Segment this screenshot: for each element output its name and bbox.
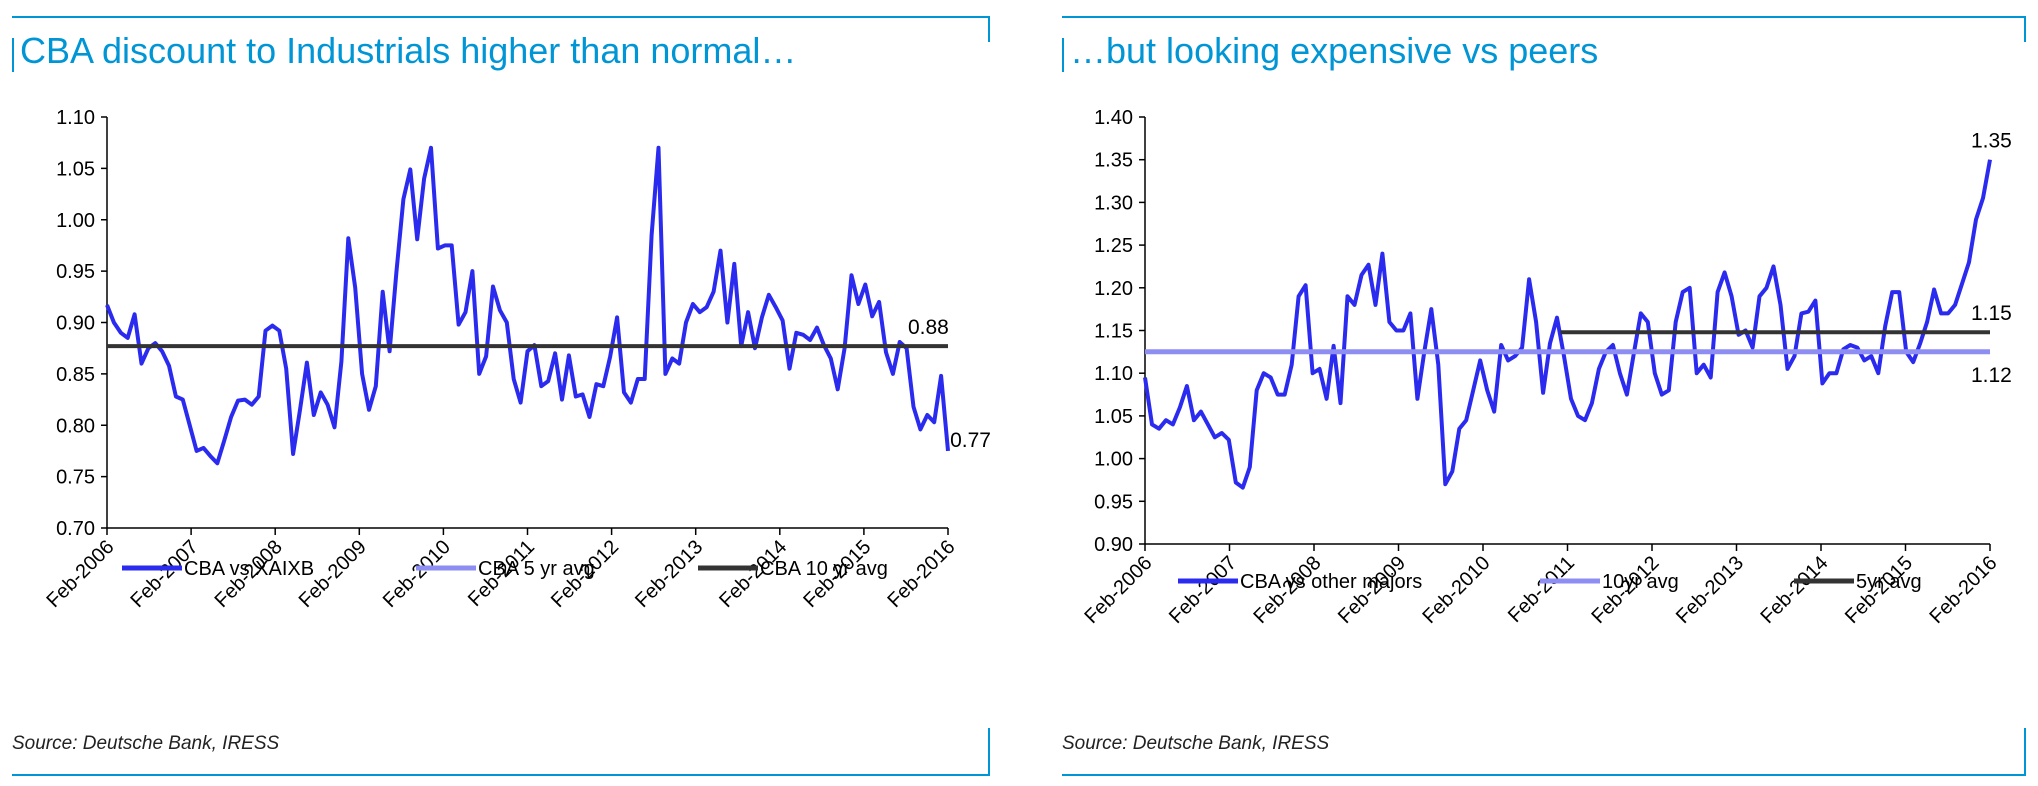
y-tick-label: 1.10 xyxy=(56,107,95,129)
y-tick-label: 1.40 xyxy=(1094,107,1133,129)
x-tick-label: Feb-2007 xyxy=(1165,552,1241,628)
y-tick-label: 0.80 xyxy=(56,415,95,437)
title-rule xyxy=(12,38,14,72)
legend-label-cba-10-yr-avg: CBA 10 yr avg xyxy=(760,558,888,580)
legend-label-cba-5-yr-avg: CBA 5 yr avg xyxy=(478,558,595,580)
y-tick-label: 0.95 xyxy=(56,261,95,283)
x-tick-label: Feb-2006 xyxy=(1080,552,1156,628)
frame-bottom-rule xyxy=(12,774,988,776)
legend-label-cba-vs-other-majors: CBA vs other majors xyxy=(1240,571,1422,593)
series-line-cba-vs-other-majors xyxy=(1143,159,1992,490)
y-tick-label: 0.90 xyxy=(56,313,95,335)
x-tick-label: Feb-2006 xyxy=(42,536,118,612)
legend-label-10yr-avg: 10yr avg xyxy=(1602,571,1679,593)
y-tick-label: 0.70 xyxy=(56,518,95,540)
data-label: 0.88 xyxy=(908,316,949,339)
frame-corner-tick xyxy=(988,728,990,776)
chart-title: …but looking expensive vs peers xyxy=(1070,30,1599,71)
chart-panel-left: CBA discount to Industrials higher than … xyxy=(0,0,1000,786)
data-label: 0.77 xyxy=(950,429,991,452)
y-tick-label: 1.05 xyxy=(1094,406,1133,428)
y-tick-label: 1.15 xyxy=(1094,321,1133,343)
data-label: 1.12 xyxy=(1971,364,2012,387)
x-tick-label: Feb-2014 xyxy=(1756,552,1832,628)
frame-corner-tick xyxy=(988,16,990,42)
y-tick-label: 0.95 xyxy=(1094,491,1133,513)
line-chart-cba-vs-industrials: 0.70 0.75 0.80 0.85 0.90 0.95 1.00 1.05 1.10 Feb-… xyxy=(42,107,991,612)
frame-top-rule xyxy=(12,16,988,18)
x-tick-label: Feb-2010 xyxy=(379,536,455,612)
legend-label-cba-vs-xaixb: CBA vs XAIXB xyxy=(184,558,314,580)
y-tick-label: 0.75 xyxy=(56,467,95,489)
x-tick-label: Feb-2016 xyxy=(883,536,959,612)
y-tick-label: 1.10 xyxy=(1094,363,1133,385)
frame-top-rule xyxy=(1062,16,2026,18)
y-tick-label: 1.25 xyxy=(1094,235,1133,257)
x-tick-label: Feb-2010 xyxy=(1418,552,1494,628)
y-tick-label: 1.00 xyxy=(1094,449,1133,471)
line-chart-cba-vs-majors: 0.90 0.95 1.00 1.05 1.10 1.15 1.20 1.25 1.30 1.35… xyxy=(1080,107,2012,628)
series-line-cba-vs-xaixb xyxy=(105,145,950,466)
x-tick-label: Feb-2013 xyxy=(631,536,707,612)
data-label: 1.15 xyxy=(1971,302,2012,325)
y-tick-label: 1.20 xyxy=(1094,278,1133,300)
title-rule xyxy=(1062,38,1064,72)
y-tick-label: 0.90 xyxy=(1094,534,1133,556)
y-tick-label: 1.05 xyxy=(56,158,95,180)
frame-corner-tick xyxy=(2024,728,2026,776)
y-tick-label: 1.30 xyxy=(1094,192,1133,214)
x-tick-label: Feb-2016 xyxy=(1925,552,2001,628)
x-tick-label: Feb-2011 xyxy=(1504,552,1579,627)
y-tick-label: 0.85 xyxy=(56,364,95,386)
y-tick-label: 1.35 xyxy=(1094,150,1133,172)
x-tick-label: Feb-2013 xyxy=(1672,552,1748,628)
y-tick-label: 1.00 xyxy=(56,210,95,232)
chart-title: CBA discount to Industrials higher than … xyxy=(20,30,797,71)
frame-corner-tick xyxy=(2024,16,2026,42)
data-label: 1.35 xyxy=(1971,130,2012,153)
chart-panel-right: …but looking expensive vs peers 0.90 0.95… xyxy=(1050,0,2038,786)
source-note: Source: Deutsche Bank, IRESS xyxy=(12,733,280,754)
legend-label-5yr-avg: 5yr avg xyxy=(1856,571,1922,593)
frame-bottom-rule xyxy=(1062,774,2026,776)
source-note: Source: Deutsche Bank, IRESS xyxy=(1062,733,1330,754)
